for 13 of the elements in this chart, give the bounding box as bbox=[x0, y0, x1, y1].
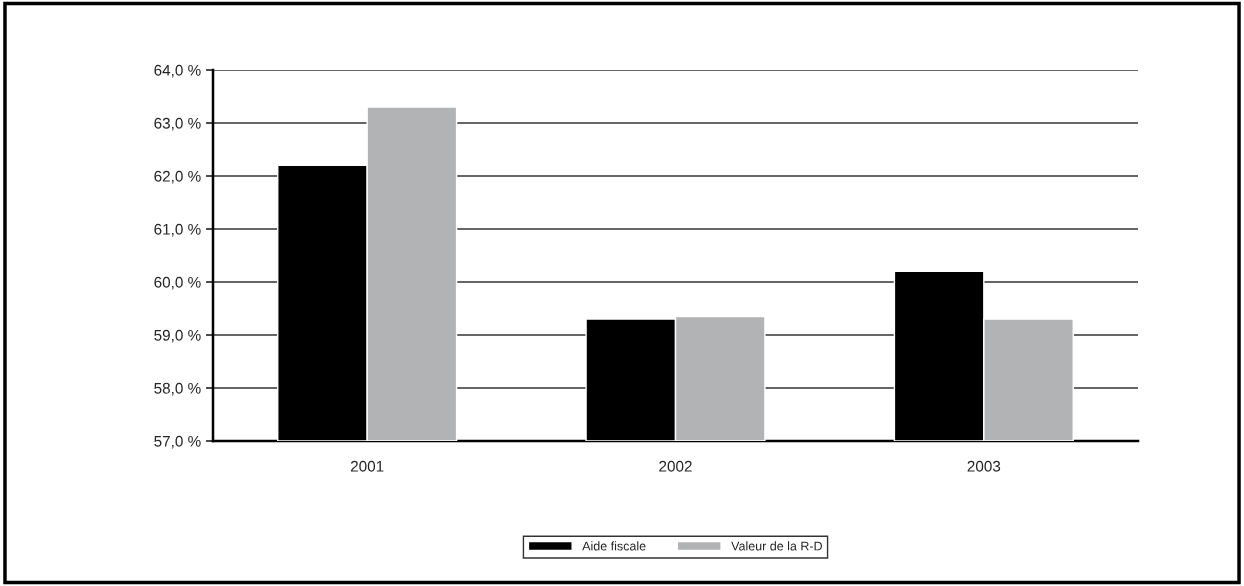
y-tick-label: 57,0 % bbox=[154, 435, 201, 449]
x-tick-label: 2003 bbox=[967, 460, 1001, 472]
x-tick-label: 2002 bbox=[659, 460, 692, 472]
y-tick-label: 61,0 % bbox=[154, 223, 201, 237]
y-tick-label: 64,0 % bbox=[154, 64, 201, 78]
y-tick-label: 59,0 % bbox=[154, 329, 201, 343]
y-tick-label: 62,0 % bbox=[154, 170, 201, 184]
legend-label: Valeur de la R-D bbox=[731, 541, 822, 551]
y-tick-label: 60,0 % bbox=[154, 276, 201, 290]
x-tick-label: 2001 bbox=[350, 460, 384, 472]
legend-label: Aide fiscale bbox=[582, 541, 646, 551]
y-tick-label: 63,0 % bbox=[154, 117, 201, 131]
y-tick-label: 58,0 % bbox=[154, 382, 201, 396]
